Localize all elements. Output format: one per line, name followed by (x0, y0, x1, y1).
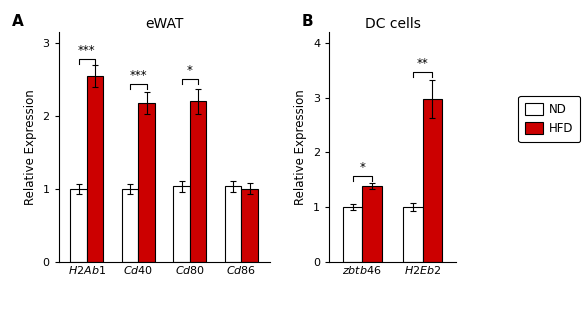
Title: eWAT: eWAT (145, 17, 183, 31)
Text: *: * (359, 161, 365, 174)
Bar (138, 103, 155, 262)
Bar (70, 189, 87, 262)
Text: **: ** (417, 57, 428, 70)
Text: ***: *** (78, 44, 95, 57)
Title: DC cells: DC cells (364, 17, 421, 31)
Text: A: A (12, 13, 24, 28)
Bar (87, 76, 104, 262)
Text: B: B (301, 13, 313, 28)
Y-axis label: Relative Expression: Relative Expression (294, 89, 307, 204)
Bar (343, 207, 362, 262)
Legend: ND, HFD: ND, HFD (518, 96, 580, 142)
Bar (362, 186, 381, 262)
Bar (173, 187, 190, 262)
Bar (422, 99, 442, 262)
Bar (242, 189, 258, 262)
Text: ***: *** (129, 69, 147, 82)
Bar (122, 189, 138, 262)
Bar (190, 101, 207, 262)
Bar (225, 187, 242, 262)
Bar (403, 207, 422, 262)
Text: *: * (187, 64, 193, 78)
Y-axis label: Relative Expression: Relative Expression (24, 89, 37, 204)
